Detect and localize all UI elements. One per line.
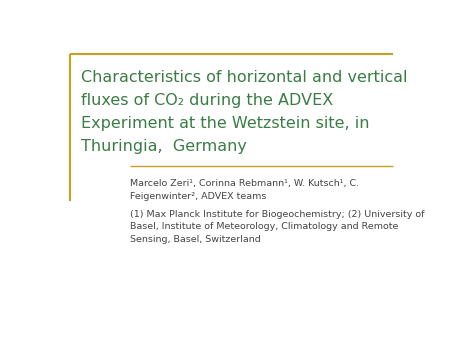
Text: (1) Max Planck Institute for Biogeochemistry; (2) University of
Basel, Institute: (1) Max Planck Institute for Biogeochemi… xyxy=(130,210,424,244)
Text: Thuringia,  Germany: Thuringia, Germany xyxy=(81,139,247,154)
Text: Marcelo Zeri¹, Corinna Rebmann¹, W. Kutsch¹, C.
Feigenwinter², ADVEX teams: Marcelo Zeri¹, Corinna Rebmann¹, W. Kuts… xyxy=(130,179,359,201)
Text: Experiment at the Wetzstein site, in: Experiment at the Wetzstein site, in xyxy=(81,116,369,131)
Text: Characteristics of horizontal and vertical: Characteristics of horizontal and vertic… xyxy=(81,70,408,85)
Text: fluxes of CO₂ during the ADVEX: fluxes of CO₂ during the ADVEX xyxy=(81,93,333,108)
